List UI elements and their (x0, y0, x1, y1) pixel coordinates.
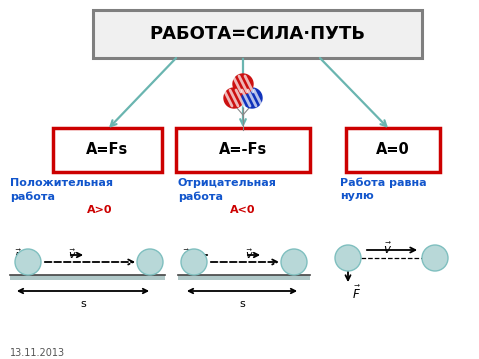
Circle shape (181, 249, 207, 275)
Text: работа: работа (10, 191, 55, 201)
Text: Отрицательная: Отрицательная (178, 178, 277, 188)
Circle shape (224, 88, 244, 108)
FancyBboxPatch shape (176, 128, 310, 172)
Text: Положительная: Положительная (10, 178, 113, 188)
Circle shape (15, 249, 41, 275)
Text: A=-Fs: A=-Fs (219, 143, 267, 158)
Text: s: s (239, 299, 245, 309)
Circle shape (281, 249, 307, 275)
Text: работа: работа (178, 191, 223, 201)
Text: $\vec{v}$: $\vec{v}$ (384, 242, 393, 257)
Text: A=Fs: A=Fs (86, 143, 129, 158)
FancyBboxPatch shape (346, 128, 440, 172)
Text: A>0: A>0 (87, 205, 113, 215)
Text: Работа равна: Работа равна (340, 178, 427, 188)
Circle shape (242, 88, 262, 108)
Text: A<0: A<0 (230, 205, 256, 215)
Bar (10, 275, 165, 280)
Bar (178, 275, 310, 280)
Circle shape (422, 245, 448, 271)
Text: РАБОТА=СИЛА·ПУТЬ: РАБОТА=СИЛА·ПУТЬ (149, 25, 365, 43)
Text: A=0: A=0 (376, 143, 410, 158)
Text: нулю: нулю (340, 191, 374, 201)
Circle shape (335, 245, 361, 271)
Text: $\vec{F}$: $\vec{F}$ (14, 247, 23, 263)
FancyBboxPatch shape (53, 128, 162, 172)
FancyBboxPatch shape (93, 10, 422, 58)
Text: $\vec{v}$: $\vec{v}$ (68, 247, 77, 261)
Circle shape (137, 249, 163, 275)
Text: $\vec{v}$: $\vec{v}$ (245, 247, 254, 261)
Text: s: s (80, 299, 86, 309)
Text: $\vec{F}$: $\vec{F}$ (352, 285, 361, 302)
Text: $\vec{F}$: $\vec{F}$ (182, 247, 191, 263)
Text: 13.11.2013: 13.11.2013 (10, 348, 65, 358)
Circle shape (233, 74, 253, 94)
